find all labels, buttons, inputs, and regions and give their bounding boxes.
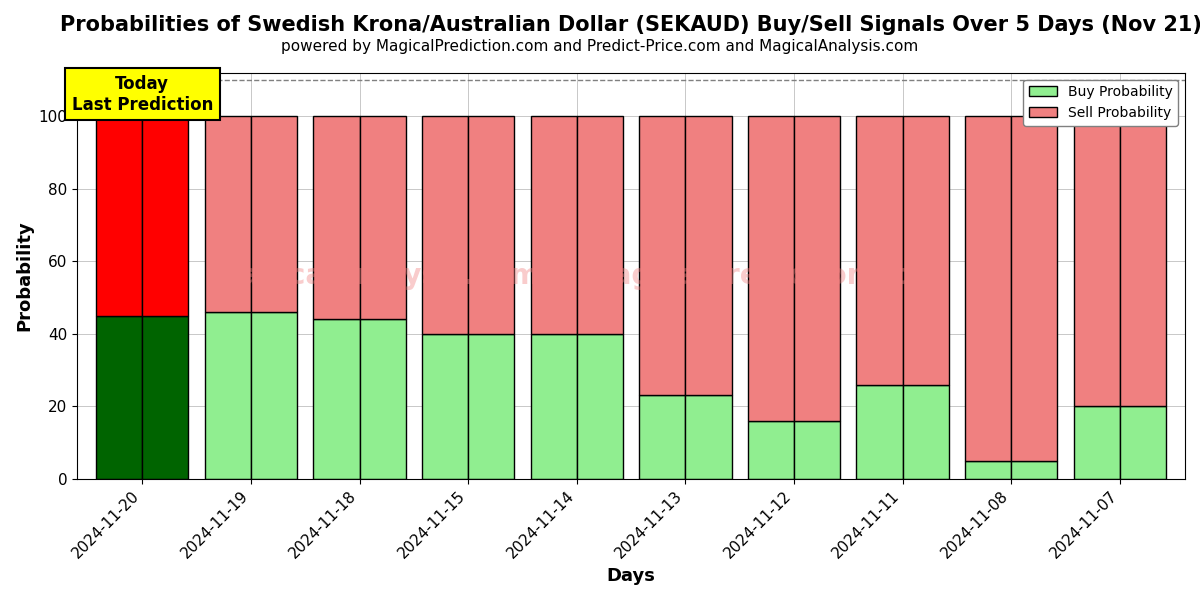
Bar — [640, 116, 685, 395]
Bar — [530, 116, 577, 334]
Bar — [360, 319, 406, 479]
Bar — [422, 116, 468, 334]
Bar — [794, 421, 840, 479]
Bar — [965, 116, 1012, 461]
Bar — [685, 116, 732, 395]
Bar — [143, 316, 188, 479]
Bar — [640, 395, 685, 479]
Bar — [857, 385, 902, 479]
Bar — [902, 116, 949, 385]
Bar — [313, 116, 360, 319]
Bar — [1012, 461, 1057, 479]
Bar — [468, 334, 515, 479]
Text: Today
Last Prediction: Today Last Prediction — [72, 75, 214, 114]
Y-axis label: Probability: Probability — [14, 220, 32, 331]
Title: Probabilities of Swedish Krona/Australian Dollar (SEKAUD) Buy/Sell Signals Over : Probabilities of Swedish Krona/Australia… — [60, 15, 1200, 35]
Bar — [96, 116, 143, 316]
Bar — [205, 116, 251, 312]
Bar — [251, 312, 298, 479]
Bar — [794, 116, 840, 421]
Bar — [1120, 116, 1166, 406]
Bar — [685, 395, 732, 479]
Bar — [468, 116, 515, 334]
Bar — [1074, 406, 1120, 479]
Bar — [577, 116, 623, 334]
Bar — [422, 334, 468, 479]
Bar — [530, 334, 577, 479]
Bar — [96, 316, 143, 479]
Bar — [205, 312, 251, 479]
Bar — [748, 116, 794, 421]
Text: MagicalPrediction.com: MagicalPrediction.com — [586, 262, 942, 290]
Bar — [251, 116, 298, 312]
Bar — [143, 116, 188, 316]
Bar — [1074, 116, 1120, 406]
Bar — [360, 116, 406, 319]
Bar — [902, 385, 949, 479]
Bar — [313, 319, 360, 479]
Bar — [1012, 116, 1057, 461]
Legend: Buy Probability, Sell Probability: Buy Probability, Sell Probability — [1024, 80, 1178, 125]
Text: powered by MagicalPrediction.com and Predict-Price.com and MagicalAnalysis.com: powered by MagicalPrediction.com and Pre… — [281, 39, 919, 54]
Bar — [577, 334, 623, 479]
Text: MagicalAnalysis.com: MagicalAnalysis.com — [214, 262, 539, 290]
Bar — [965, 461, 1012, 479]
Bar — [748, 421, 794, 479]
Bar — [1120, 406, 1166, 479]
Bar — [857, 116, 902, 385]
X-axis label: Days: Days — [607, 567, 655, 585]
